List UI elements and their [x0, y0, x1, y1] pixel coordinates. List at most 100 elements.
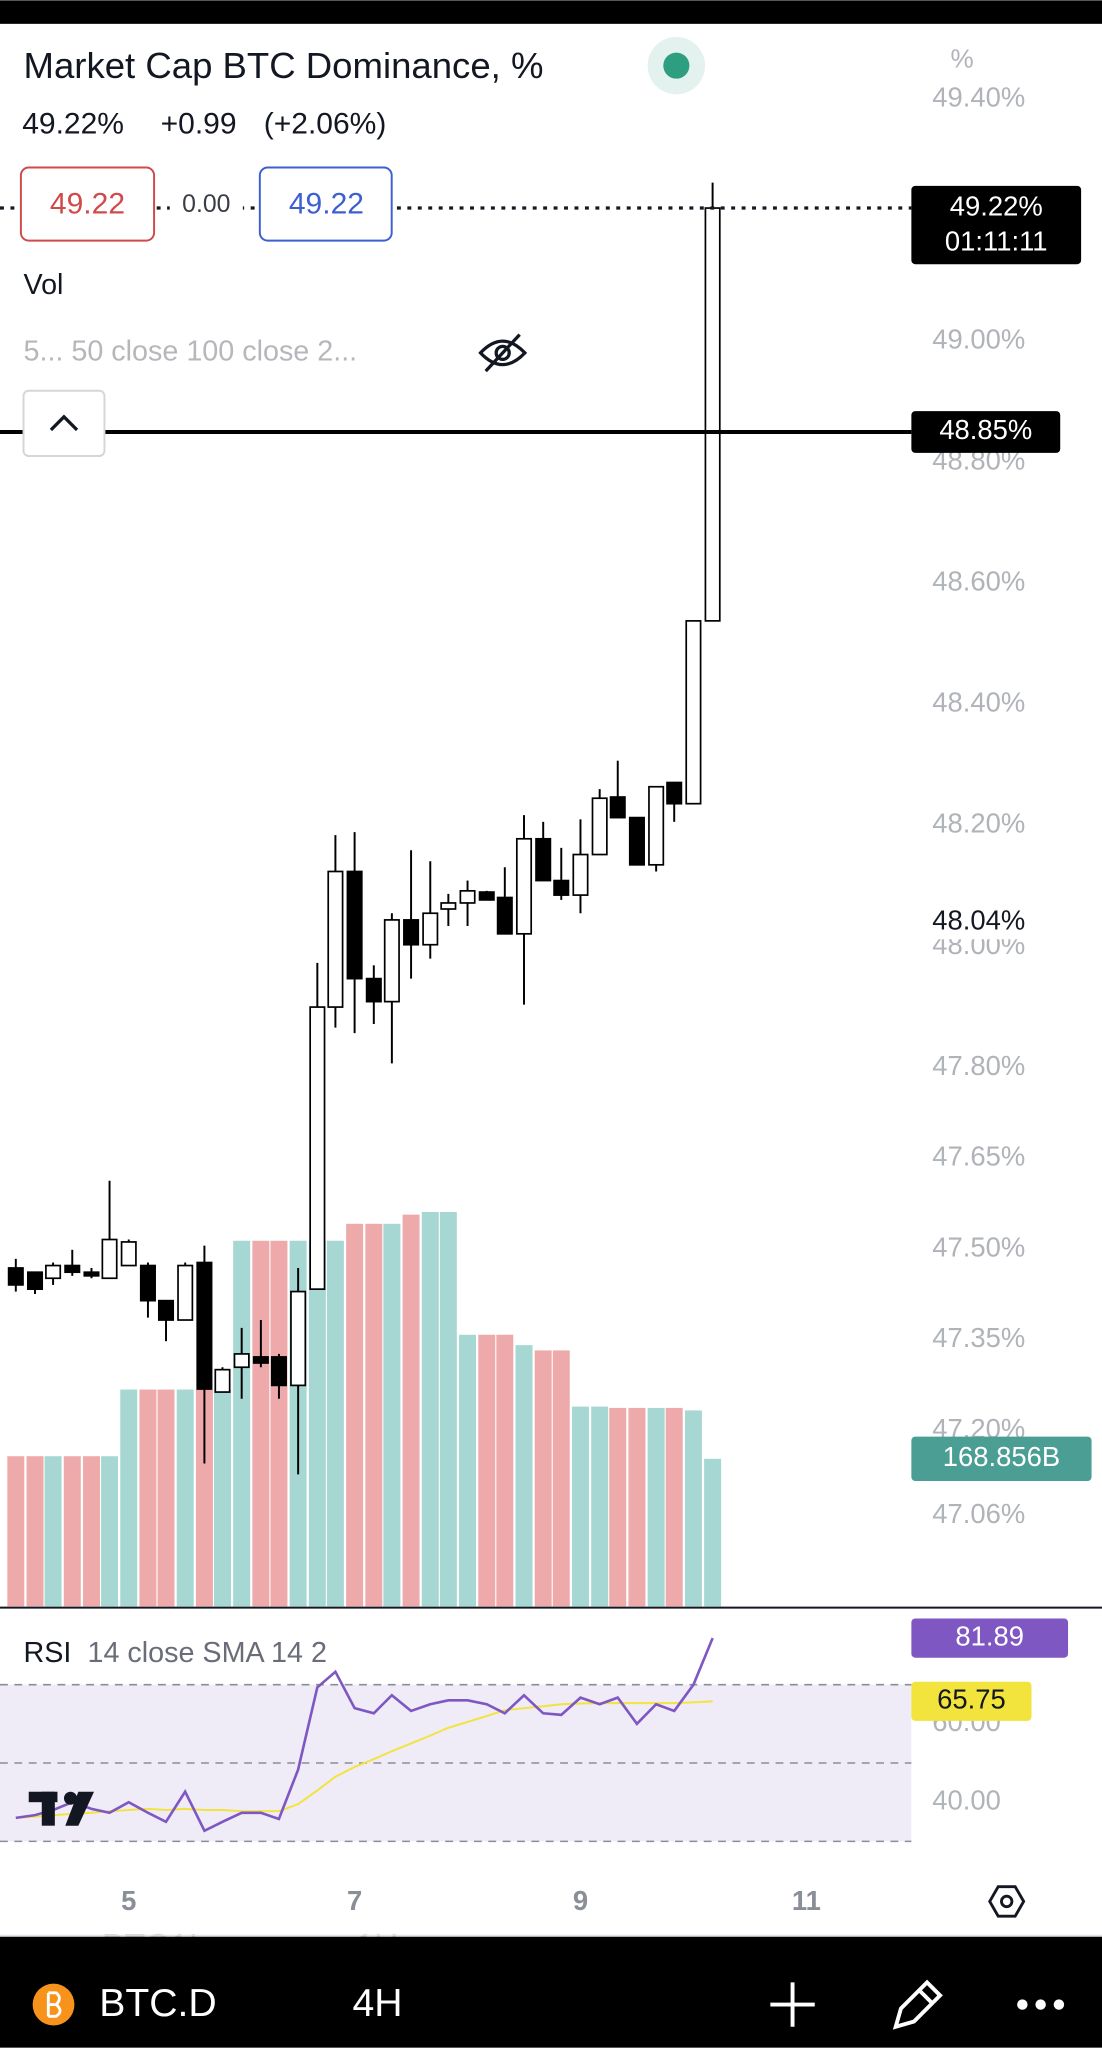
volume-bar	[421, 1212, 439, 1607]
x-tick-label: 5	[121, 1885, 136, 1916]
candle-body	[83, 1271, 100, 1277]
rsi-badge	[911, 1618, 1069, 1658]
candle-body	[609, 796, 626, 819]
volume-bar	[139, 1389, 157, 1607]
candle-body	[252, 1356, 269, 1364]
candle-body	[365, 977, 382, 1003]
volume-title: Vol	[24, 269, 64, 301]
volume-bar	[591, 1406, 609, 1607]
volume-bar	[82, 1456, 100, 1607]
interval[interactable]: 4H	[353, 1982, 403, 2025]
volume-label: 168.856B	[943, 1441, 1060, 1472]
marker-label: 48.04%	[932, 905, 1025, 936]
volume-bar	[365, 1223, 383, 1607]
y-tick-label: 47.35%	[932, 1322, 1025, 1353]
candle-body	[553, 879, 570, 896]
y-tick-label: 47.80%	[932, 1050, 1025, 1081]
x-tick-label: 9	[573, 1885, 588, 1916]
candle-body	[120, 1241, 137, 1267]
y-tick-label: 48.60%	[932, 566, 1025, 597]
candle-body	[7, 1267, 24, 1286]
candle-body	[309, 1006, 326, 1290]
symbol[interactable]: BTC.D	[99, 1982, 216, 2025]
add-button[interactable]	[770, 1982, 815, 2027]
last-price-badge	[911, 185, 1082, 265]
settings-icon[interactable]	[988, 1885, 1026, 1918]
volume-bar	[63, 1456, 81, 1607]
volume-bar	[534, 1350, 552, 1607]
volume-bar	[346, 1223, 364, 1607]
y-tick-label: 47.06%	[932, 1498, 1025, 1529]
candle-body	[685, 620, 702, 805]
spread: 0.00	[182, 191, 230, 218]
price: 49.22%	[22, 108, 124, 141]
volume-bar	[326, 1240, 344, 1607]
volume-bar	[665, 1407, 683, 1607]
volume-bar	[439, 1212, 457, 1607]
axis-unit: %	[951, 43, 974, 73]
volume-bar	[552, 1350, 570, 1607]
candle-body	[648, 785, 665, 866]
volume-bar	[195, 1389, 213, 1607]
x-tick-label: 11	[792, 1885, 821, 1916]
hide-icon[interactable]	[478, 333, 528, 373]
candle-body	[214, 1368, 231, 1393]
more-button[interactable]	[1017, 1999, 1065, 2010]
candle-body	[270, 1356, 287, 1387]
candle-body	[403, 919, 420, 946]
candle-body	[496, 896, 513, 935]
candle-body	[478, 891, 495, 901]
candle-body	[666, 781, 683, 805]
candle-body	[177, 1264, 194, 1321]
title: Market Cap BTC Dominance, %	[24, 45, 544, 86]
candle-body	[346, 870, 363, 980]
marker-bg	[919, 905, 1063, 940]
market-status[interactable]	[663, 52, 690, 79]
x-tick-label: 7	[347, 1885, 362, 1916]
candle-body	[139, 1264, 156, 1302]
volume-bar	[684, 1410, 702, 1607]
rsi-value: 65.75	[937, 1684, 1006, 1715]
volume-bar	[402, 1214, 420, 1607]
rsi-title: RSI	[24, 1637, 72, 1669]
candle-body	[26, 1271, 44, 1290]
volume-bar	[176, 1389, 194, 1607]
volume-bar	[101, 1456, 119, 1607]
volume-badge	[911, 1436, 1092, 1481]
volume-bar	[252, 1240, 270, 1607]
volume-bar	[233, 1240, 251, 1607]
volume-bar	[7, 1456, 25, 1607]
spread-bg	[169, 188, 243, 220]
y-tick-label: 49.00%	[932, 323, 1025, 354]
candle-body	[459, 890, 476, 904]
y-tick-label: 49.40%	[932, 81, 1025, 112]
draw-button[interactable]	[892, 1979, 943, 2030]
candle-body	[101, 1238, 118, 1280]
candle-body	[440, 902, 457, 910]
volume-bar	[628, 1407, 646, 1607]
volume-bar	[478, 1334, 496, 1607]
hline-label: 48.85%	[939, 414, 1032, 445]
rsi-line	[15, 1637, 714, 1833]
candle-body	[591, 797, 608, 856]
volume-bar	[459, 1334, 477, 1607]
candle-body	[64, 1264, 81, 1274]
candle-body	[383, 919, 400, 1003]
collapse-button[interactable]	[22, 389, 106, 458]
change-pct: (+2.06%)	[264, 108, 387, 141]
ask: 49.22	[289, 187, 364, 220]
bid: 49.22	[50, 187, 125, 220]
change: +0.99	[161, 108, 237, 141]
candle-body	[628, 816, 645, 866]
volume-bar	[26, 1456, 44, 1607]
volume-bar	[647, 1407, 665, 1607]
ask-box	[258, 166, 393, 242]
rsi-tick-label: 40.00	[932, 1784, 1001, 1815]
tv-logo	[28, 1791, 95, 1826]
candle-body	[45, 1264, 62, 1280]
volume-bar	[270, 1240, 288, 1607]
volume-bar	[571, 1406, 589, 1607]
candle-body	[704, 207, 721, 622]
candle-body	[422, 912, 439, 946]
